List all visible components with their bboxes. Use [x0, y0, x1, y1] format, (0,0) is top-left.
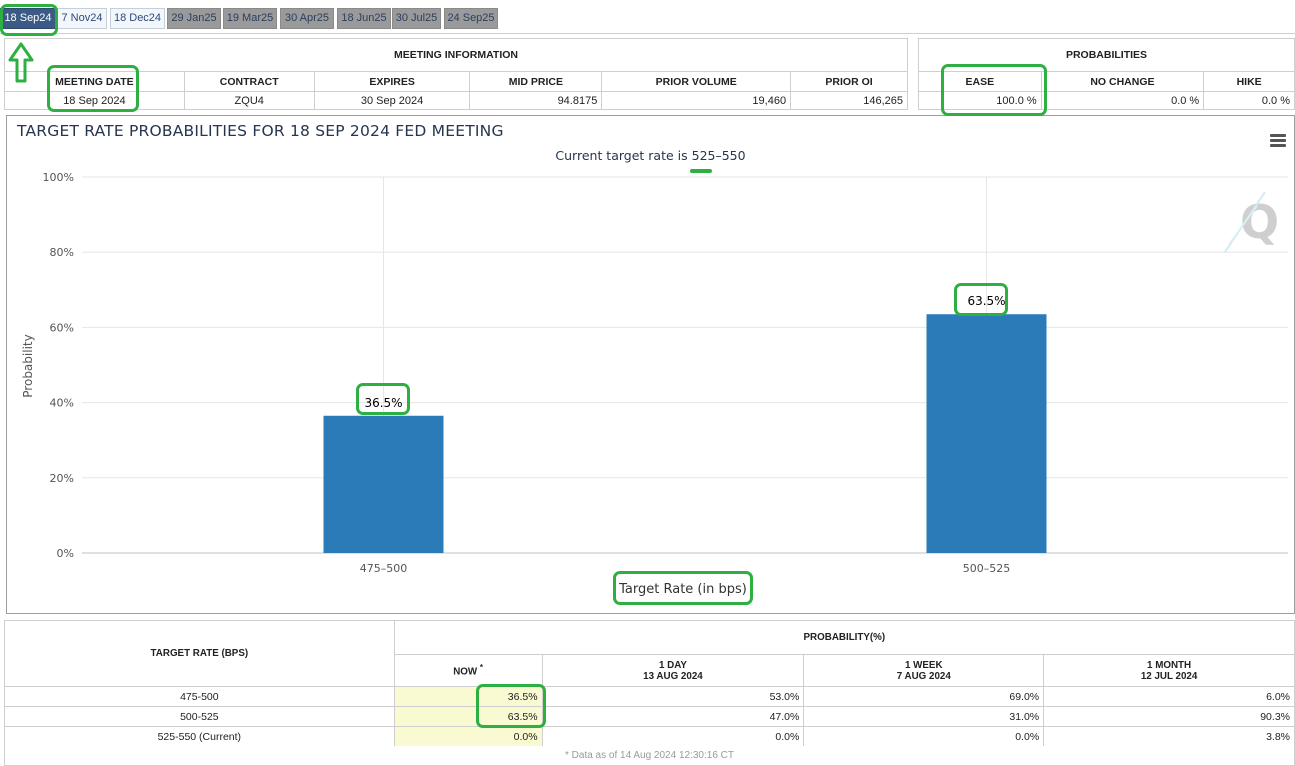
y-tick-label: 100% — [43, 171, 74, 184]
now-header: NOW * — [393, 654, 543, 687]
prior-oi-header: PRIOR OI — [790, 71, 908, 92]
x-tick-label: 475–500 — [360, 562, 408, 575]
tab-29-jan25[interactable]: 29 Jan25 — [167, 8, 221, 29]
tab-18-dec24[interactable]: 18 Dec24 — [110, 8, 165, 29]
mid-price-header: MID PRICE — [469, 71, 603, 92]
expires-header: EXPIRES — [313, 71, 471, 92]
meeting-date-value: 18 Sep 2024 — [4, 91, 185, 110]
meeting-information-table: MEETING INFORMATION MEETING DATE CONTRAC… — [4, 38, 908, 110]
highlight-current-rate — [690, 169, 712, 173]
data-timestamp-footnote: * Data as of 14 Aug 2024 12:30:16 CT — [4, 746, 1295, 766]
meeting-information-title: MEETING INFORMATION — [4, 38, 908, 72]
expires-value: 30 Sep 2024 — [313, 91, 471, 110]
ease-header: EASE — [918, 71, 1042, 92]
ease-value: 100.0 % — [918, 91, 1042, 110]
contract-value: ZQU4 — [183, 91, 315, 110]
y-axis-title: Probability — [21, 334, 35, 397]
y-tick-label: 20% — [50, 472, 74, 485]
bar-475–500[interactable] — [323, 415, 444, 553]
bar-data-label: 36.5% — [364, 396, 402, 410]
prior-volume-value: 19,460 — [601, 91, 792, 110]
prior-volume-header: PRIOR VOLUME — [601, 71, 792, 92]
table-row: 525-550 (Current) 0.0% 0.0% 0.0% 3.8% — [4, 726, 1295, 747]
probabilities-title: PROBABILITIES — [918, 38, 1295, 72]
no-change-header: NO CHANGE — [1040, 71, 1205, 92]
chart-subtitle: Current target rate is 525–550 — [555, 148, 746, 163]
tab-30-apr25[interactable]: 30 Apr25 — [280, 8, 334, 29]
mid-price-value: 94.8175 — [469, 91, 603, 110]
now-cell: 36.5% — [393, 686, 543, 707]
chart-title: TARGET RATE PROBABILITIES FOR 18 SEP 202… — [17, 122, 504, 140]
tab-24-sep25[interactable]: 24 Sep25 — [444, 8, 498, 29]
now-cell: 0.0% — [393, 726, 543, 747]
rate-cell: 500-525 — [4, 706, 395, 727]
x-axis-title: Target Rate (in bps) — [618, 582, 747, 597]
hike-value: 0.0 % — [1203, 91, 1295, 110]
one-day-cell: 0.0% — [541, 726, 805, 747]
meeting-tab-strip: 18 Sep24 7 Nov24 18 Dec24 29 Jan25 19 Ma… — [0, 0, 1295, 34]
hamburger-menu-icon[interactable] — [1270, 134, 1286, 148]
one-week-header: 1 WEEK 7 AUG 2024 — [803, 654, 1045, 687]
no-change-value: 0.0 % — [1040, 91, 1205, 110]
x-tick-label: 500–525 — [963, 562, 1011, 575]
tab-7-nov24[interactable]: 7 Nov24 — [57, 8, 107, 29]
contract-header: CONTRACT — [183, 71, 315, 92]
bar-500–525[interactable] — [926, 314, 1047, 553]
tab-18-jun25[interactable]: 18 Jun25 — [337, 8, 391, 29]
tab-30-jul25[interactable]: 30 Jul25 — [392, 8, 441, 29]
now-cell: 63.5% — [393, 706, 543, 727]
one-week-cell: 69.0% — [803, 686, 1045, 707]
one-day-header: 1 DAY 13 AUG 2024 — [541, 654, 805, 687]
target-rate-bar-chart: Q 0% 20% 40% 60% 80% 100% 36.5% 475–500 63.5% 500… — [21, 171, 1288, 597]
one-month-cell: 90.3% — [1043, 706, 1295, 727]
tab-18-sep24[interactable]: 18 Sep24 — [0, 8, 56, 29]
bar-data-label: 63.5% — [967, 294, 1005, 308]
y-tick-label: 40% — [50, 397, 74, 410]
one-day-cell: 47.0% — [541, 706, 805, 727]
one-month-header: 1 MONTH 12 JUL 2024 — [1043, 654, 1295, 687]
table-row: 475-500 36.5% 53.0% 69.0% 6.0% — [4, 686, 1295, 707]
target-rate-chart-panel: TARGET RATE PROBABILITIES FOR 18 SEP 202… — [6, 115, 1295, 614]
one-month-cell: 3.8% — [1043, 726, 1295, 747]
one-week-cell: 0.0% — [803, 726, 1045, 747]
y-tick-label: 0% — [57, 547, 74, 560]
rate-cell: 525-550 (Current) — [4, 726, 395, 747]
target-rate-probability-table: TARGET RATE (BPS) PROBABILITY(%) NOW * 1… — [4, 620, 1295, 747]
y-tick-label: 60% — [50, 321, 74, 334]
rate-cell: 475-500 — [4, 686, 395, 707]
table-row: 500-525 63.5% 47.0% 31.0% 90.3% — [4, 706, 1295, 727]
one-day-cell: 53.0% — [541, 686, 805, 707]
probability-header: PROBABILITY(%) — [393, 620, 1295, 655]
svg-text:Q: Q — [1240, 195, 1279, 249]
tab-19-mar25[interactable]: 19 Mar25 — [223, 8, 277, 29]
y-tick-label: 80% — [50, 246, 74, 259]
prior-oi-value: 146,265 — [790, 91, 908, 110]
q-logo-icon: Q — [1224, 191, 1279, 253]
hike-header: HIKE — [1203, 71, 1295, 92]
target-rate-header: TARGET RATE (BPS) — [4, 620, 395, 687]
one-month-cell: 6.0% — [1043, 686, 1295, 707]
probabilities-table: PROBABILITIES EASE NO CHANGE HIKE 100.0 … — [918, 38, 1295, 110]
up-arrow-icon — [8, 42, 34, 83]
one-week-cell: 31.0% — [803, 706, 1045, 727]
